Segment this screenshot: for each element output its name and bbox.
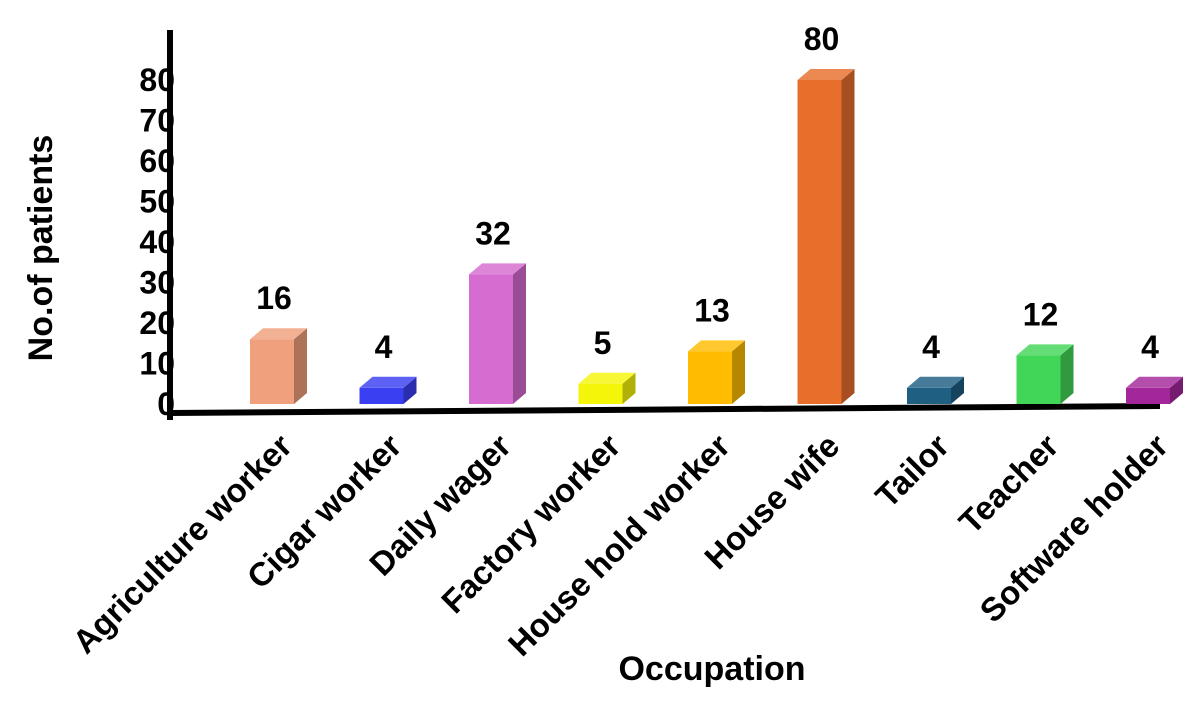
y-tick-label: 20 — [139, 305, 175, 341]
y-axis-title: No.of patients — [22, 135, 60, 362]
y-tick-label: 10 — [139, 346, 175, 382]
bar-top-face — [469, 263, 526, 275]
x-tick-label: Tailor — [868, 427, 956, 515]
y-tick-label: 50 — [139, 184, 175, 220]
bar-side-face — [951, 376, 964, 404]
bar-front-face — [578, 383, 623, 404]
bar-front-face — [1016, 355, 1061, 404]
data-label: 80 — [804, 21, 840, 57]
data-label: 32 — [475, 215, 511, 251]
y-tick-labels: 0 10 20 30 40 50 60 70 80 — [139, 62, 175, 422]
bar-top-face — [1126, 376, 1183, 388]
data-label: 13 — [694, 292, 730, 328]
data-label: 4 — [922, 329, 940, 365]
bar-front-face — [250, 339, 294, 404]
bar-front-face — [688, 351, 732, 404]
data-label: 4 — [375, 329, 393, 365]
bar-top-face — [797, 69, 855, 80]
y-tick-label: 0 — [157, 386, 175, 422]
bar-side-face — [1060, 344, 1074, 404]
bar-top-face — [1016, 344, 1074, 356]
x-axis-title: Occupation — [618, 650, 805, 688]
bar-side-face — [403, 376, 417, 404]
bar-side-face — [732, 340, 745, 404]
bar-top-face — [578, 372, 636, 384]
data-label: 5 — [594, 325, 612, 361]
bar — [359, 376, 417, 404]
bar-side-face — [513, 263, 526, 404]
data-label: 4 — [1141, 329, 1159, 365]
bar-top-face — [907, 376, 964, 388]
bar-side-face — [1170, 376, 1183, 404]
bar-front-face — [359, 387, 404, 404]
bar — [250, 328, 307, 404]
bar-side-face — [294, 328, 307, 404]
value-labels: 16 4 32 5 13 80 4 12 4 — [256, 21, 1159, 365]
bar — [469, 263, 526, 404]
y-tick-label: 40 — [139, 224, 175, 260]
bar — [907, 376, 964, 404]
bar-front-face — [469, 274, 513, 404]
bar-side-face — [841, 69, 855, 404]
bar — [688, 340, 745, 404]
bar-side-face — [622, 372, 636, 404]
x-tick-label: Teacher — [952, 427, 1066, 541]
axes — [167, 30, 1161, 420]
bar-top-face — [688, 340, 745, 352]
y-tick-label: 30 — [139, 265, 175, 301]
bar-front-face — [907, 387, 951, 404]
bar-top-face — [359, 376, 417, 388]
x-axis-line — [169, 403, 1161, 416]
y-tick-label: 60 — [139, 143, 175, 179]
data-label: 12 — [1023, 296, 1059, 332]
x-tick-label: Software holder — [972, 427, 1175, 630]
y-tick-label: 80 — [139, 62, 175, 98]
bar — [1126, 376, 1183, 404]
bar-front-face — [1126, 387, 1170, 404]
data-label: 16 — [256, 280, 292, 316]
bar — [797, 69, 855, 404]
bar — [1016, 344, 1074, 404]
x-tick-label: Agriculture worker — [65, 427, 299, 661]
bar — [578, 372, 636, 404]
bar-top-face — [250, 328, 307, 340]
y-tick-label: 70 — [139, 103, 175, 139]
bar-front-face — [797, 80, 842, 404]
bars — [250, 69, 1183, 404]
